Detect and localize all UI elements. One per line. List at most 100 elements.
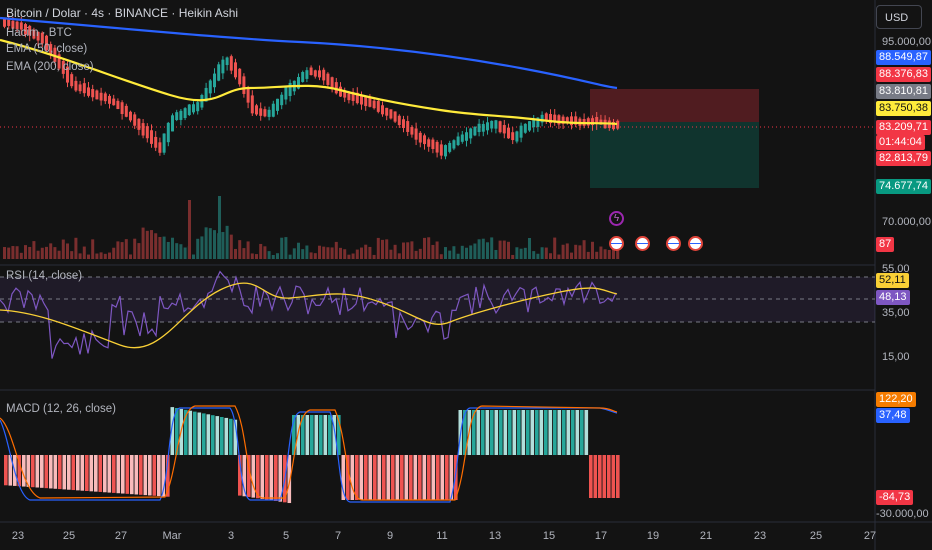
candle (24, 24, 27, 35)
candle (431, 139, 435, 149)
x-axis-label: 7 (334, 530, 342, 542)
macd-histogram-bar (544, 410, 548, 455)
candle (334, 82, 338, 94)
macd-histogram-bar (400, 455, 404, 500)
macd-histogram-bar (17, 455, 22, 487)
candle (175, 112, 179, 121)
candle (187, 104, 191, 116)
stop-zone (590, 89, 759, 122)
macd-histogram-bar (548, 410, 553, 455)
volume-bar (544, 247, 548, 259)
last-price-label: 83.209,71 (876, 120, 931, 135)
candle (318, 70, 321, 78)
volume-bar (570, 252, 573, 259)
volume-bar (7, 247, 11, 259)
candle (276, 98, 279, 111)
macd-histogram-bar (611, 455, 616, 498)
volume-bar (528, 237, 531, 259)
candle (15, 21, 19, 29)
ema200-legend[interactable]: EMA (200, close) (6, 61, 94, 73)
symbol-title[interactable]: Bitcoin / Dolar · 4s · BINANCE · Heikin … (6, 6, 239, 20)
volume-bar (402, 242, 405, 259)
macd-histogram-bar (103, 455, 107, 493)
volume-bar (292, 248, 296, 259)
macd-histogram-bar (85, 455, 89, 491)
macd-histogram-bar (526, 410, 530, 455)
ema50-legend[interactable]: EMA (50, close) (6, 43, 88, 55)
macd-histogram-bar (539, 410, 544, 455)
macd-histogram-bar (607, 455, 611, 498)
volume-bar (540, 247, 544, 259)
volume-bar (439, 254, 443, 259)
volume-bar (360, 247, 363, 259)
candle (502, 125, 506, 134)
candle (183, 108, 187, 119)
volume-bar (515, 247, 519, 259)
volume-bar (427, 237, 431, 259)
volume-bar (389, 249, 393, 259)
signal-label: 122,20 (876, 392, 916, 407)
macd-histogram-bar (121, 455, 125, 494)
candle (612, 121, 615, 130)
x-axis-label: 19 (646, 530, 660, 542)
macd-histogram-bar (503, 410, 508, 455)
volume-bar (448, 250, 452, 259)
currency-button[interactable]: USD (876, 5, 922, 29)
volume-bar (557, 254, 561, 259)
macd-histogram-bar (589, 455, 593, 498)
macd-histogram-bar (485, 410, 490, 455)
volume-bar (129, 254, 132, 259)
volume-bar (381, 239, 384, 259)
lightning-event-icon[interactable]: ϟ (609, 211, 624, 226)
us-flag-event-icon[interactable] (635, 236, 650, 251)
price-tick: 95.000,00 (882, 36, 931, 48)
macd-histogram-bar (89, 455, 94, 492)
volume-bar (607, 249, 611, 259)
candle (267, 109, 271, 117)
volume-bar (397, 253, 401, 259)
macd-histogram-bar (337, 415, 341, 455)
candle (515, 131, 519, 142)
candle (124, 105, 128, 117)
candle (297, 77, 300, 89)
us-flag-event-icon[interactable] (688, 236, 703, 251)
macd-histogram-bar (557, 410, 562, 455)
macd-histogram-bar (44, 455, 49, 489)
volume-bar (225, 225, 229, 259)
macd-histogram-bar (305, 415, 310, 455)
macd-histogram-bar (152, 455, 157, 496)
volume-bar (502, 240, 506, 259)
candle (465, 132, 468, 141)
macd-histogram-bar (427, 455, 431, 500)
candle (112, 98, 116, 106)
macd-histogram-bar (278, 455, 283, 502)
candle (444, 145, 447, 157)
candle (108, 95, 111, 104)
volume-legend[interactable]: Hacim · BTC (6, 27, 72, 39)
volume-bar (418, 248, 422, 259)
volume-bar (53, 247, 57, 259)
macd-histogram-bar (220, 417, 224, 455)
macd-legend[interactable]: MACD (12, 26, close) (6, 403, 116, 415)
volume-bar (553, 237, 557, 259)
volume-bar (549, 253, 552, 259)
macd-histogram-bar (287, 455, 292, 504)
macd-histogram-bar (404, 455, 409, 500)
volume-bar (141, 227, 145, 259)
us-flag-event-icon[interactable] (609, 236, 624, 251)
ema50-line (0, 38, 618, 126)
macd-histogram-bar (391, 455, 395, 500)
macd-histogram-bar (166, 455, 170, 497)
low-price-label: 82.813,79 (876, 151, 931, 166)
macd-histogram-bar (215, 416, 220, 455)
us-flag-event-icon[interactable] (666, 236, 681, 251)
volume-bar (339, 247, 342, 259)
candle (523, 123, 527, 133)
macd-histogram-bar (112, 455, 116, 493)
candle (406, 121, 410, 132)
rsi-legend[interactable]: RSI (14, close) (6, 270, 83, 282)
rsi-ma-label: 52,11 (876, 273, 909, 288)
volume-bar (166, 241, 170, 259)
candle (259, 108, 263, 116)
